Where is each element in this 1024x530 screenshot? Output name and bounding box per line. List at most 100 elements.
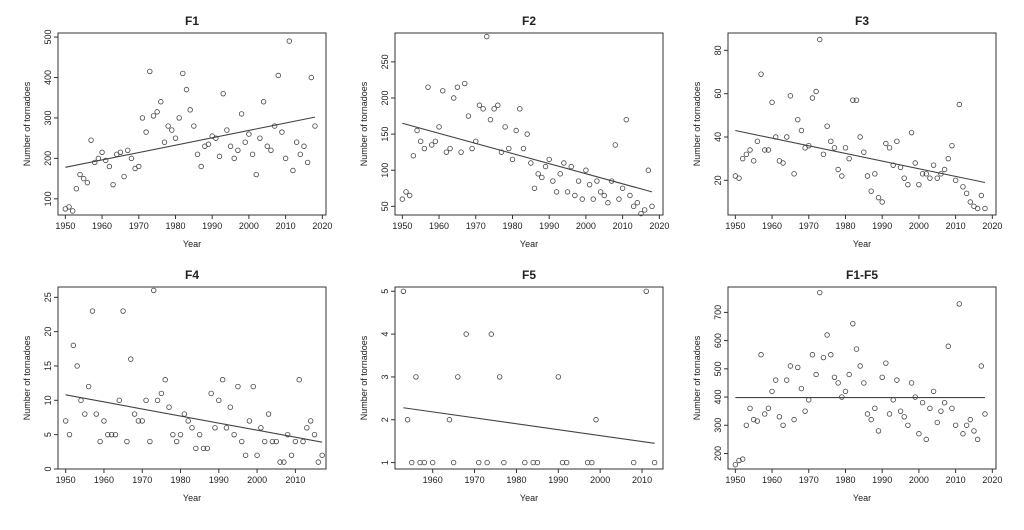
data-point: [440, 88, 446, 94]
data-point: [290, 167, 296, 174]
data-point: [916, 431, 922, 437]
y-tick-label: 60: [713, 89, 723, 99]
data-point: [919, 171, 926, 177]
data-point: [831, 374, 838, 380]
data-point: [861, 149, 867, 155]
data-point: [945, 155, 951, 162]
data-point: [78, 397, 84, 404]
data-point: [414, 127, 420, 134]
data-point: [960, 184, 966, 190]
data-point: [791, 416, 797, 423]
data-point: [509, 156, 516, 163]
data-point: [496, 374, 503, 380]
data-point: [491, 106, 497, 112]
data-point: [117, 149, 124, 156]
data-point: [154, 397, 161, 404]
data-point: [246, 131, 252, 137]
data-point: [403, 189, 409, 195]
x-tick-label: 2020: [982, 221, 1002, 231]
data-point: [846, 155, 852, 162]
data-point: [455, 374, 461, 380]
data-point: [839, 173, 845, 179]
data-point: [301, 143, 307, 149]
data-point: [74, 363, 80, 369]
data-point: [597, 189, 604, 195]
data-point: [967, 416, 974, 423]
data-point: [429, 459, 436, 466]
data-point: [297, 151, 304, 158]
data-point: [769, 388, 775, 395]
data-point: [817, 36, 823, 43]
data-point: [275, 72, 281, 79]
data-point: [417, 138, 424, 145]
data-point: [238, 111, 245, 117]
data-point: [901, 175, 907, 181]
data-point: [612, 142, 618, 148]
data-point: [912, 160, 918, 166]
x-tick-label: 1990: [539, 221, 559, 231]
data-point: [886, 145, 893, 151]
data-point: [649, 203, 655, 210]
data-point: [88, 137, 94, 143]
x-tick-label: 1950: [56, 475, 76, 485]
data-point: [417, 459, 423, 466]
data-point: [919, 399, 926, 406]
data-point: [177, 431, 184, 438]
data-point: [84, 179, 91, 186]
data-point: [158, 390, 165, 397]
x-tick-label: 1970: [132, 475, 152, 485]
data-point: [304, 159, 311, 166]
data-point: [139, 418, 145, 424]
data-point: [73, 186, 80, 192]
x-tick-label: 1980: [835, 221, 855, 231]
trend-line: [402, 122, 653, 193]
data-point: [559, 459, 566, 466]
data-point: [982, 411, 988, 417]
y-axis-label: Number of tornadoes: [692, 335, 702, 420]
data-point: [262, 438, 268, 445]
data-point: [281, 459, 287, 465]
data-point: [258, 425, 264, 431]
data-point: [941, 166, 948, 173]
x-axis-label: Year: [853, 493, 871, 503]
x-tick-label: 1970: [466, 221, 486, 231]
data-point: [864, 173, 871, 179]
data-point: [905, 181, 911, 188]
data-point: [285, 431, 291, 438]
data-point: [454, 84, 461, 90]
data-point: [108, 431, 115, 438]
data-point: [469, 145, 475, 152]
data-point: [949, 405, 955, 412]
data-point: [213, 135, 219, 141]
data-point: [960, 431, 966, 437]
data-point: [180, 70, 186, 77]
data-point: [584, 459, 591, 466]
data-point: [105, 431, 111, 438]
data-point: [813, 371, 819, 378]
data-point: [762, 411, 768, 417]
data-point: [651, 459, 658, 466]
data-point: [288, 452, 295, 458]
data-point: [758, 71, 764, 77]
data-point: [169, 127, 175, 133]
y-tick-label: 5: [380, 289, 390, 294]
data-point: [409, 459, 415, 466]
data-point: [85, 383, 92, 390]
data-point: [839, 394, 845, 400]
trend-line: [403, 407, 655, 444]
data-point: [517, 106, 523, 112]
chart-panel-4: F4 1950 1960 1970 1980 1990 2000 2010 0 5 10 15 20 25…: [22, 268, 327, 503]
data-point: [399, 196, 406, 202]
data-point: [273, 438, 279, 445]
y-tick-label: 100: [43, 191, 53, 206]
data-point: [930, 388, 937, 395]
data-point: [513, 127, 519, 134]
data-point: [216, 153, 223, 160]
data-point: [820, 354, 827, 361]
y-tick-label: 1: [380, 460, 390, 465]
data-point: [66, 204, 72, 210]
x-tick-label: 1960: [762, 475, 782, 485]
data-point: [443, 149, 450, 155]
data-point: [890, 397, 896, 403]
